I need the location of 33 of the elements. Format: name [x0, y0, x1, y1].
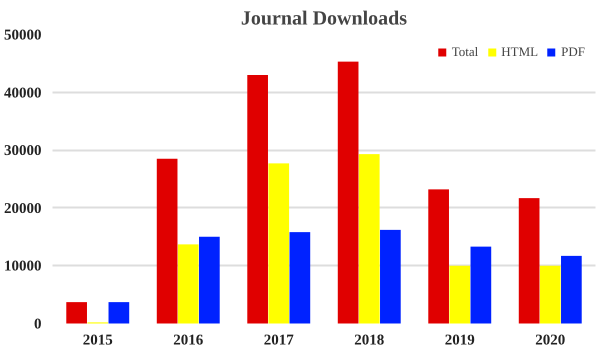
legend-label: Total	[452, 44, 478, 60]
x-tick-label: 2016	[173, 332, 204, 347]
bar	[561, 256, 582, 324]
y-tick-label: 40000	[4, 85, 42, 102]
bar	[108, 302, 130, 324]
bar	[518, 198, 540, 324]
x-tick-label: 2018	[354, 332, 384, 347]
legend-label: HTML	[501, 44, 538, 60]
legend-label: PDF	[561, 44, 585, 60]
bar	[268, 163, 290, 324]
bar	[449, 266, 470, 324]
x-tick-label: 2020	[535, 332, 566, 347]
chart-title: Journal Downloads	[240, 8, 408, 30]
bar	[358, 154, 380, 324]
y-tick-label: 30000	[4, 143, 42, 160]
y-tick-label: 50000	[4, 28, 42, 44]
bar	[470, 246, 492, 324]
bar	[247, 74, 268, 324]
bar	[66, 302, 87, 324]
bar	[156, 158, 178, 324]
bar	[290, 232, 310, 324]
y-tick-label: 10000	[4, 258, 42, 275]
bar	[199, 236, 220, 324]
bar	[540, 266, 561, 324]
bar	[428, 189, 449, 324]
x-tick-label: 2019	[444, 332, 475, 347]
x-tick-label: 2015	[82, 332, 113, 347]
bar	[380, 230, 401, 324]
bar	[338, 62, 358, 324]
y-tick-label: 0	[34, 316, 42, 332]
bar	[178, 244, 199, 324]
y-tick-label: 20000	[4, 200, 42, 217]
x-tick-label: 2017	[264, 332, 294, 347]
